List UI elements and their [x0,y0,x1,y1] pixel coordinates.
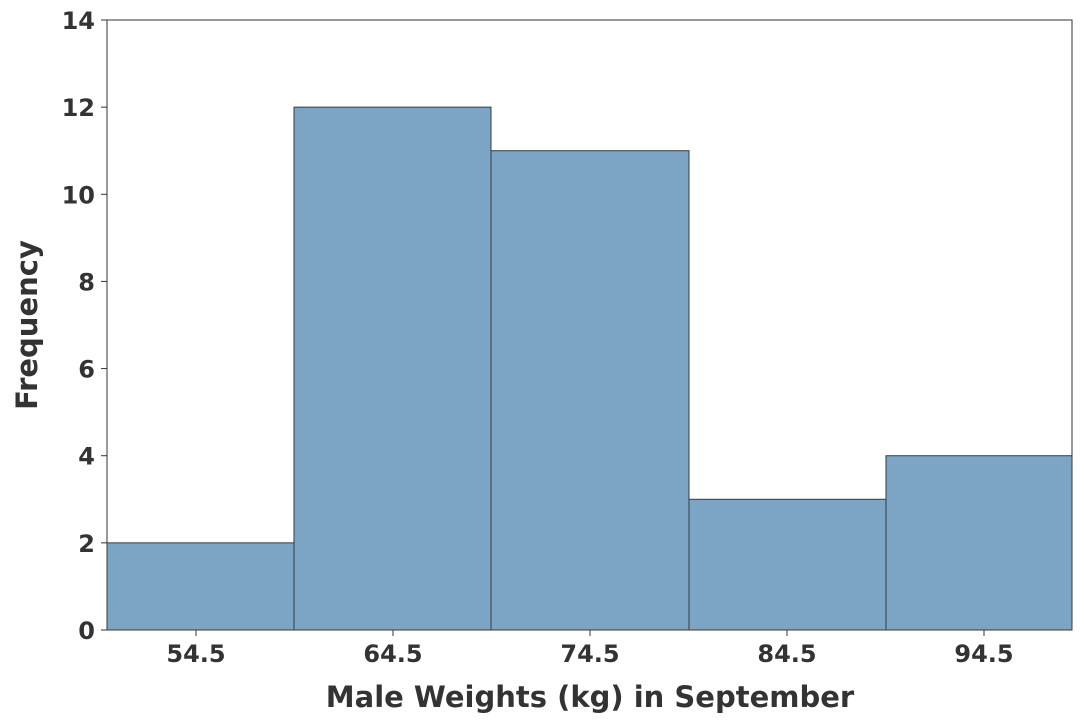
x-axis-title: Male Weights (kg) in September [326,680,855,714]
histogram-bar [293,106,492,631]
histogram-bar [490,150,690,631]
histogram-bar [885,455,1073,631]
x-tick-label: 54.5 [166,640,225,668]
y-tick-label: 10 [62,181,95,209]
y-tick-label: 0 [78,617,95,645]
x-tick-label: 84.5 [757,640,816,668]
y-axis-title: Frequency [10,240,44,410]
y-tick-label: 12 [62,94,95,122]
y-tick-label: 8 [78,268,95,296]
histogram-bar [106,542,295,631]
x-tick-label: 74.5 [560,640,619,668]
x-tick-label: 94.5 [954,640,1013,668]
x-tick-label: 64.5 [363,640,422,668]
y-axis-ticks: 0 2 4 6 8 10 12 14 [62,7,107,645]
y-tick-label: 2 [78,530,95,558]
bars-group [106,106,1073,631]
y-tick-label: 4 [78,443,95,471]
y-tick-label: 14 [62,7,95,35]
y-tick-label: 6 [78,356,95,384]
histogram-bar [688,498,887,631]
x-axis-ticks: 54.5 64.5 74.5 84.5 94.5 [166,630,1014,668]
